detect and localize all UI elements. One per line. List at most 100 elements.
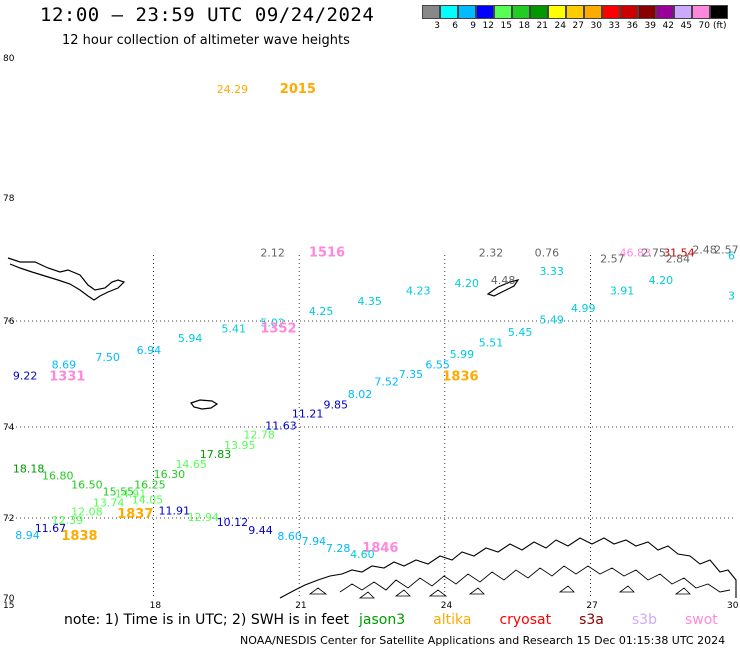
wave-height-value: 0.76 (535, 246, 560, 259)
wave-height-value: 24.29 (217, 83, 249, 96)
wave-height-value: 8.69 (52, 359, 77, 372)
wave-height-value: 2.84 (666, 253, 691, 266)
colorbar-tick-label: 3 (434, 21, 440, 31)
colorbar-tick-label: 12 (482, 21, 494, 31)
wave-height-value: 2.57 (600, 253, 625, 266)
latitude-label: 72 (3, 514, 14, 524)
wave-height-value: 5.99 (450, 348, 475, 361)
wave-height-value: 4.35 (357, 295, 382, 308)
wave-height-value: 7.35 (399, 368, 424, 381)
wave-height-value: 5.02 (260, 316, 285, 329)
legend-note: note: 1) Time is in UTC; 2) SWH is in fe… (64, 612, 736, 628)
longitude-label: 18 (150, 601, 162, 611)
wave-height-value: 3.91 (610, 285, 635, 298)
wave-height-value: 2.75 (641, 246, 666, 259)
wave-height-value: 14.65 (175, 458, 207, 471)
colorbar-tick-label: 27 (572, 21, 584, 31)
latitude-label: 76 (3, 317, 15, 327)
wave-height-value: 3 (728, 289, 735, 302)
satellite-legend-item: s3a (579, 612, 604, 628)
colorbar-tick-label: 30 (590, 21, 602, 31)
wave-height-value: 8.94 (15, 529, 40, 542)
map-title: 12:00 – 23:59 UTC 09/24/2024 (40, 4, 375, 26)
wave-height-value: 5.94 (178, 332, 203, 345)
longitude-label: 15 (3, 601, 14, 611)
wave-height-value: 4.48 (491, 274, 516, 287)
satellite-legend-item: cryosat (499, 612, 552, 628)
wave-height-value: 3.33 (539, 265, 564, 278)
colorbar-swatch (512, 5, 530, 19)
satellite-legend-item: jason3 (359, 612, 406, 628)
colorbar-swatch (602, 5, 620, 19)
colorbar-tick-label: 33 (608, 21, 620, 31)
colorbar-swatch (692, 5, 710, 19)
colorbar-swatch (638, 5, 656, 19)
colorbar-tick-label: 45 (680, 21, 692, 31)
colorbar-swatch (422, 5, 440, 19)
pass-time-label: 1837 (117, 507, 153, 522)
wave-height-value: 5.49 (539, 314, 564, 327)
pass-time-label: 1836 (442, 369, 478, 384)
colorbar-unit: (ft) (713, 21, 727, 31)
credit-line: NOAA/NESDIS Center for Satellite Applica… (240, 634, 726, 647)
colorbar-tick-label: 9 (470, 21, 476, 31)
wave-height-value: 5.51 (479, 336, 504, 349)
wave-height-value: 2.48 (692, 243, 717, 256)
wave-height-value: 4.23 (406, 285, 431, 298)
satellite-legend-item: altika (433, 612, 472, 628)
colorbar (422, 5, 728, 19)
pass-time-label: 1838 (61, 529, 97, 544)
colorbar-tick-label: 42 (662, 21, 674, 31)
wave-height-value: 4.25 (309, 305, 334, 318)
wave-height-value: 11.91 (158, 504, 190, 517)
wave-height-value: 46.83 (620, 246, 652, 259)
wave-height-value: 16.25 (134, 478, 166, 491)
wave-height-value: 4.99 (571, 302, 596, 315)
wave-height-value: 7.50 (95, 351, 120, 364)
wave-height-value: 16.30 (154, 468, 186, 481)
colorbar-swatch (566, 5, 584, 19)
wave-height-value: 31.54 (663, 246, 695, 259)
wave-height-value: 12.08 (71, 506, 103, 519)
longitude-label: 30 (727, 601, 739, 611)
wave-height-value: 11.21 (292, 407, 324, 420)
wave-height-value: 6.94 (137, 344, 162, 357)
wave-height-value: 16.80 (42, 469, 73, 482)
wave-height-value: 8.60 (277, 530, 302, 543)
norway-islands (308, 585, 691, 599)
pass-time-label: 1846 (362, 541, 398, 556)
wave-height-value: 7.94 (302, 535, 327, 548)
wave-height-value: 9.44 (248, 524, 272, 537)
colorbar-tick-label: 21 (536, 21, 548, 31)
wave-height-value: 13.74 (93, 497, 125, 510)
colorbar-swatch (710, 5, 728, 19)
wave-height-value: 5.45 (508, 326, 532, 339)
pass-time-label: 1352 (260, 322, 296, 337)
latitude-label: 80 (3, 54, 15, 64)
wave-height-value: 11.63 (265, 419, 297, 432)
colorbar-tick-label: 70 (698, 21, 710, 31)
wave-height-value: 15.55 (103, 485, 135, 498)
latitude-label: 74 (3, 423, 15, 433)
colorbar-labels: 3 6 9 12 15 18 21 24 27 30 33 36 39 42 45 70 (422, 21, 710, 31)
wave-height-value: 4.20 (455, 277, 480, 290)
wave-height-value: 5.41 (222, 323, 247, 336)
colorbar-swatch (620, 5, 638, 19)
colorbar-tick-label: 6 (452, 21, 458, 31)
wave-height-value: 7.52 (374, 376, 399, 389)
note-text: note: 1) Time is in UTC; 2) SWH is in fe… (64, 612, 350, 628)
colorbar-swatch (440, 5, 458, 19)
colorbar-swatch (656, 5, 674, 19)
satellite-legend-item: swot (684, 612, 718, 628)
wave-height-value: 7.28 (326, 542, 351, 555)
wave-height-value: 8.02 (348, 388, 373, 401)
colorbar-swatch (674, 5, 692, 19)
wave-height-value: 17.83 (200, 448, 232, 461)
colorbar-tick-label: 39 (644, 21, 656, 31)
bear-island (190, 399, 219, 410)
norway-fjords (339, 565, 731, 593)
wave-height-value: 9.85 (323, 398, 348, 411)
wave-height-value: 16.50 (71, 478, 103, 491)
